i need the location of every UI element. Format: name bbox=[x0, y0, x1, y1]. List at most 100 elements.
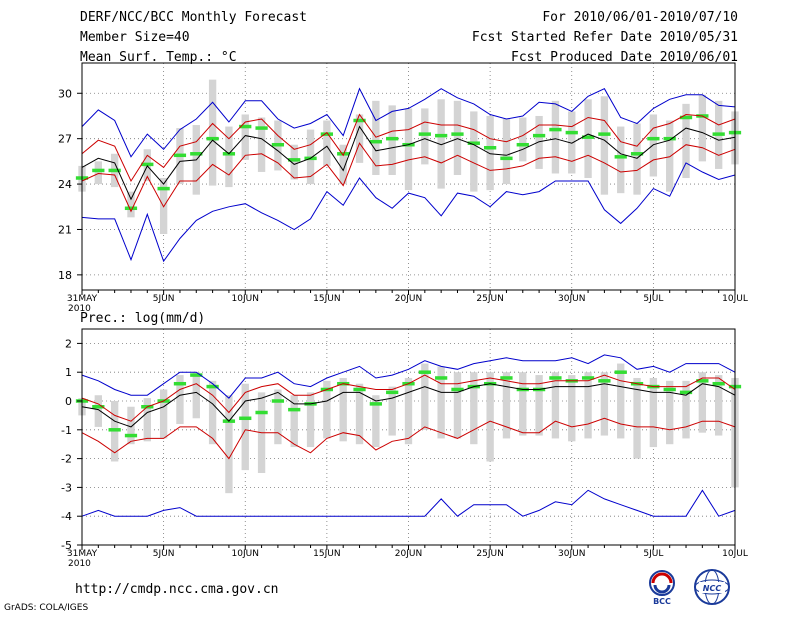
header-left: DERF/NCC/BCC Monthly Forecast Member Siz… bbox=[80, 9, 307, 69]
temp-xtick-label: 5JUN bbox=[153, 294, 175, 304]
prec-ytick-label: -2 bbox=[61, 453, 72, 466]
prec-median-mark bbox=[696, 379, 709, 383]
temp-xtick-label: 5JUL bbox=[643, 294, 663, 304]
prec-xtick-label: 5JUN bbox=[153, 549, 175, 559]
temp-median-mark bbox=[549, 127, 562, 132]
header-right: For 2010/06/01-2010/07/10 Fcst Started R… bbox=[472, 9, 738, 69]
temp-median-mark bbox=[190, 152, 203, 156]
prec-ytick-label: -3 bbox=[61, 481, 72, 494]
temp-median-mark bbox=[532, 133, 546, 138]
prec-spread-bar bbox=[143, 398, 151, 442]
temp-spread-bar bbox=[568, 111, 576, 174]
prec-xtick-label: 30JUN bbox=[558, 549, 585, 559]
ncc-logo-text: NCC bbox=[703, 584, 722, 593]
prec-spread-bar bbox=[502, 372, 511, 439]
prec-median-mark bbox=[255, 410, 268, 415]
grads-credit: GrADS: COLA/IGES bbox=[4, 603, 89, 613]
temp-median-mark bbox=[679, 115, 693, 120]
temp-xtick-label: 30JUN bbox=[558, 294, 585, 304]
temp-median-mark bbox=[337, 152, 350, 156]
prec-median-mark bbox=[124, 433, 138, 438]
prec-spread-bar bbox=[453, 372, 462, 439]
prec-spread-bar bbox=[241, 383, 249, 471]
temp-spread-bar bbox=[649, 114, 658, 177]
temp-spread-bar bbox=[257, 117, 266, 172]
refer-date-label: Fcst Started Refer Date 2010/05/31 bbox=[471, 30, 738, 45]
temp-line-lower bbox=[81, 142, 736, 213]
prec-ytick-label: -4 bbox=[61, 510, 72, 523]
temp-spread-bar bbox=[502, 118, 511, 185]
temp-ytick-label: 27 bbox=[58, 133, 72, 146]
prec-median-mark bbox=[679, 390, 693, 395]
prec-median-mark bbox=[663, 387, 676, 392]
temp-median-mark bbox=[451, 132, 464, 136]
temp-line-mean bbox=[81, 125, 736, 201]
temp-median-mark bbox=[565, 130, 578, 135]
prec-median-mark bbox=[108, 428, 121, 432]
temp-spread-bar bbox=[339, 144, 347, 185]
prec-xtick-label: 25JUN bbox=[476, 549, 503, 559]
prec-median-mark bbox=[418, 370, 431, 374]
prec-median-mark bbox=[271, 399, 285, 403]
temp-spread-bar bbox=[470, 111, 478, 192]
prec-spread-bar bbox=[600, 372, 609, 436]
prec-ytick-label: 0 bbox=[65, 395, 72, 408]
prec-spread-bar bbox=[192, 372, 200, 419]
prec-spread-bar bbox=[666, 380, 674, 445]
prec-spread-bar bbox=[323, 380, 331, 439]
prec-median-mark bbox=[435, 376, 448, 380]
prec-line-upper bbox=[81, 374, 736, 422]
prec-spread-bar bbox=[470, 372, 478, 445]
prec-spread-bar bbox=[584, 372, 592, 439]
temp-median-mark bbox=[353, 118, 366, 123]
forecast-period: For 2010/06/01-2010/07/10 bbox=[542, 10, 738, 25]
prec-median-mark bbox=[288, 407, 301, 412]
prec-line-mean bbox=[81, 383, 736, 428]
temp-median-mark bbox=[663, 136, 676, 141]
temp-median-mark bbox=[369, 139, 382, 144]
variable-label: Mean Surf. Temp.: °C bbox=[80, 50, 237, 65]
temp-median-mark bbox=[108, 168, 121, 173]
temp-median-mark bbox=[141, 162, 154, 167]
prec-spread-bar bbox=[355, 383, 364, 445]
temp-median-mark bbox=[581, 135, 595, 139]
prec-median-mark bbox=[581, 376, 595, 380]
temp-line-min bbox=[81, 162, 736, 263]
temp-median-mark bbox=[500, 156, 513, 161]
prec-spread-bar bbox=[715, 375, 723, 436]
ncc-logo: NCC bbox=[694, 569, 730, 605]
source-url[interactable]: http://cmdp.ncc.cma.gov.cn bbox=[75, 582, 279, 597]
temp-ytick-label: 18 bbox=[58, 269, 72, 282]
prec-spread-bar bbox=[176, 375, 184, 425]
prec-line-lower bbox=[81, 417, 736, 460]
temp-spread-bar bbox=[127, 191, 135, 218]
temp-spread-bar bbox=[437, 99, 445, 189]
prec-median-mark bbox=[712, 381, 725, 386]
forecast-title: DERF/NCC/BCC Monthly Forecast bbox=[80, 10, 307, 25]
temp-median-mark bbox=[435, 133, 448, 138]
temp-spread-bar bbox=[551, 100, 560, 174]
bcc-logo-text: BCC bbox=[653, 597, 671, 606]
prec-spread-bar bbox=[551, 372, 560, 439]
temp-xtick-label: 31MAY bbox=[67, 294, 98, 304]
prec-median-mark bbox=[92, 405, 105, 409]
prec-line-max bbox=[81, 354, 736, 399]
temp-spread-bar bbox=[208, 79, 217, 186]
temp-spread-bar bbox=[682, 103, 690, 179]
temp-line-max bbox=[81, 87, 736, 158]
prec-median-mark bbox=[386, 390, 399, 395]
bcc-logo: BCC bbox=[649, 570, 675, 606]
temp-spread-bar bbox=[486, 115, 494, 191]
temp-median-mark bbox=[173, 153, 187, 158]
prec-median-mark bbox=[173, 381, 187, 386]
prec-xtick-label: 15JUN bbox=[313, 549, 340, 559]
prec-spread-bar bbox=[535, 375, 543, 436]
prec-spread-bar bbox=[682, 380, 690, 439]
prec-xtick-label: 20JUN bbox=[395, 549, 422, 559]
temp-median-mark bbox=[206, 136, 219, 141]
temp-spread-bar bbox=[698, 94, 707, 162]
prec-spread-bar bbox=[127, 406, 135, 445]
prec-median-mark bbox=[500, 376, 513, 380]
prec-median-mark bbox=[353, 387, 366, 392]
temp-spread-bar bbox=[453, 100, 462, 175]
